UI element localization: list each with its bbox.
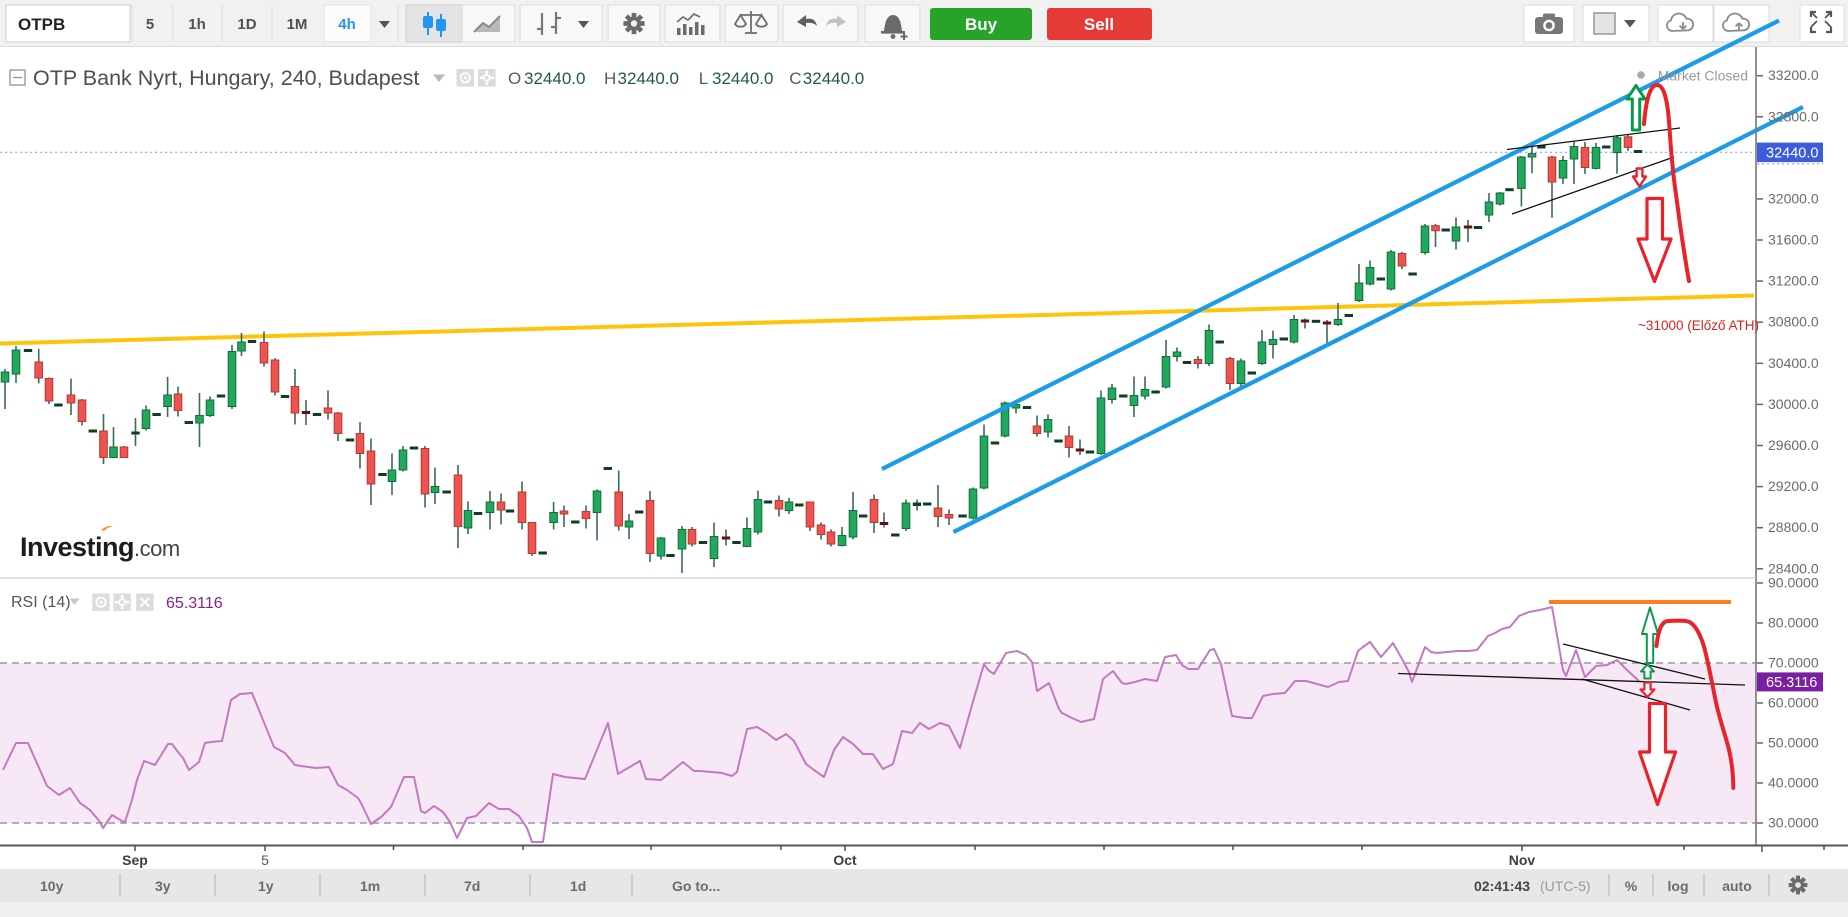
svg-text:1d: 1d bbox=[570, 878, 586, 894]
svg-text:C: C bbox=[789, 69, 801, 88]
svg-text:40.0000: 40.0000 bbox=[1768, 775, 1819, 791]
svg-text:32440.0: 32440.0 bbox=[524, 69, 585, 88]
svg-text:29200.0: 29200.0 bbox=[1768, 478, 1819, 494]
svg-text:10y: 10y bbox=[40, 878, 64, 894]
svg-text:OTP Bank Nyrt, Hungary, 240, B: OTP Bank Nyrt, Hungary, 240, Budapest bbox=[33, 66, 419, 90]
svg-text:33200.0: 33200.0 bbox=[1768, 67, 1819, 83]
svg-text:70.0000: 70.0000 bbox=[1768, 655, 1819, 671]
svg-text:5: 5 bbox=[261, 852, 269, 868]
svg-text:OTPB: OTPB bbox=[18, 15, 65, 34]
svg-text:5: 5 bbox=[146, 16, 154, 33]
svg-text:3y: 3y bbox=[155, 878, 171, 894]
svg-text:30000.0: 30000.0 bbox=[1768, 396, 1819, 412]
svg-text:65.3116: 65.3116 bbox=[166, 595, 223, 612]
svg-text:30800.0: 30800.0 bbox=[1768, 314, 1819, 330]
svg-text:7d: 7d bbox=[464, 878, 480, 894]
svg-text:Oct: Oct bbox=[833, 852, 857, 868]
svg-text:Market Closed: Market Closed bbox=[1658, 68, 1748, 84]
svg-text:O: O bbox=[508, 69, 521, 88]
svg-text:1m: 1m bbox=[360, 878, 380, 894]
svg-text:log: log bbox=[1668, 878, 1689, 894]
svg-text:32440.0: 32440.0 bbox=[712, 69, 773, 88]
svg-text:1h: 1h bbox=[188, 16, 206, 33]
svg-text:30400.0: 30400.0 bbox=[1768, 355, 1819, 371]
svg-text:auto: auto bbox=[1722, 878, 1752, 894]
svg-text:28800.0: 28800.0 bbox=[1768, 519, 1819, 535]
svg-text:~31000 (Előző ATH): ~31000 (Előző ATH) bbox=[1638, 318, 1759, 333]
svg-text:Nov: Nov bbox=[1509, 852, 1536, 868]
svg-text:30.0000: 30.0000 bbox=[1768, 815, 1819, 831]
svg-text:28400.0: 28400.0 bbox=[1768, 560, 1819, 576]
svg-text:31600.0: 31600.0 bbox=[1768, 232, 1819, 248]
svg-text:02:41:43: 02:41:43 bbox=[1474, 878, 1530, 894]
svg-text:1D: 1D bbox=[237, 16, 256, 33]
svg-text:32440.0: 32440.0 bbox=[803, 69, 864, 88]
svg-text:32440.0: 32440.0 bbox=[1766, 145, 1818, 161]
svg-text:32000.0: 32000.0 bbox=[1768, 190, 1819, 206]
svg-text:31200.0: 31200.0 bbox=[1768, 273, 1819, 289]
svg-text:4h: 4h bbox=[338, 16, 356, 33]
svg-text:1y: 1y bbox=[258, 878, 274, 894]
svg-text:Investing.com: Investing.com bbox=[20, 532, 180, 562]
svg-text:L: L bbox=[699, 69, 708, 88]
svg-text:80.0000: 80.0000 bbox=[1768, 615, 1819, 631]
svg-text:Buy: Buy bbox=[965, 15, 998, 34]
svg-text:(UTC-5): (UTC-5) bbox=[1540, 878, 1591, 894]
svg-text:%: % bbox=[1625, 878, 1638, 894]
svg-text:RSI (14): RSI (14) bbox=[11, 594, 71, 611]
svg-text:H: H bbox=[604, 69, 616, 88]
svg-text:60.0000: 60.0000 bbox=[1768, 695, 1819, 711]
svg-text:Sep: Sep bbox=[122, 852, 148, 868]
svg-text:Sell: Sell bbox=[1084, 15, 1114, 34]
svg-text:32440.0: 32440.0 bbox=[618, 69, 679, 88]
svg-text:32800.0: 32800.0 bbox=[1768, 108, 1819, 124]
svg-text:Go to...: Go to... bbox=[672, 878, 720, 894]
svg-text:50.0000: 50.0000 bbox=[1768, 735, 1819, 751]
svg-text:1M: 1M bbox=[287, 16, 308, 33]
svg-text:65.3116: 65.3116 bbox=[1766, 675, 1817, 691]
svg-text:29600.0: 29600.0 bbox=[1768, 437, 1819, 453]
svg-text:90.0000: 90.0000 bbox=[1768, 575, 1819, 591]
